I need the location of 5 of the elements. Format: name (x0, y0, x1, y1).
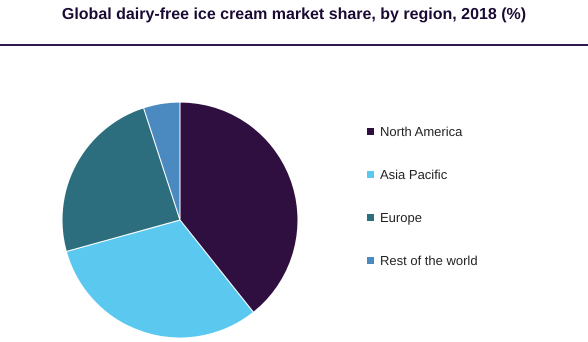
legend-label: Asia Pacific (380, 167, 448, 182)
legend-label: Rest of the world (380, 253, 478, 268)
legend-label: North America (380, 124, 464, 139)
chart-title: Global dairy-free ice cream market share, by region, 2018 (%) (60, 6, 528, 24)
legend-label: Europe (380, 210, 422, 225)
